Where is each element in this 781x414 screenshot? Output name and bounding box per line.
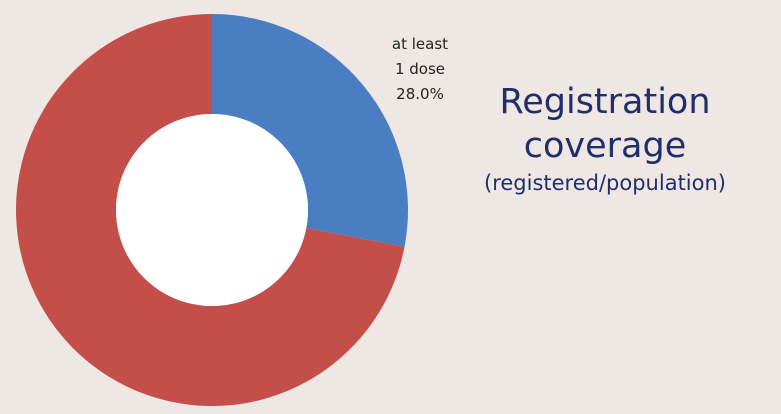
slice-label-line-2: 1 dose xyxy=(394,60,446,78)
chart-title-line-2: coverage xyxy=(523,126,687,166)
chart-title: Registration coverage xyxy=(430,80,780,168)
slice-label-at-least-1-dose: at least 1 dose 28.0% xyxy=(360,32,480,107)
donut-slices xyxy=(15,14,409,407)
slice-value-label: 28.0% xyxy=(396,85,444,103)
chart-title-block: Registration coverage (registered/popula… xyxy=(430,80,780,198)
chart-title-line-1: Registration xyxy=(499,82,711,122)
donut-hole xyxy=(116,114,308,306)
slice-label-line-1: at least xyxy=(391,35,449,53)
donut-slice-remainder xyxy=(15,14,405,407)
donut-slice-at-least-1-dose xyxy=(212,14,409,247)
chart-subtitle: (registered/population) xyxy=(484,171,726,195)
